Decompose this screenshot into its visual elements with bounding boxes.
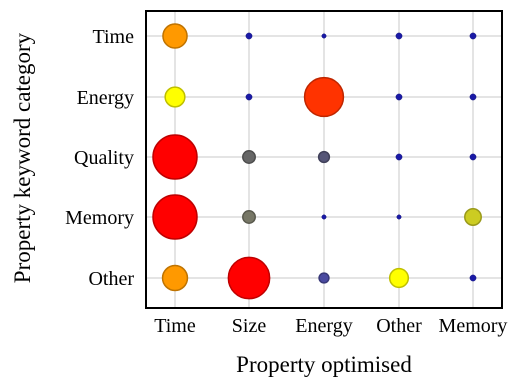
bubble-point	[245, 93, 253, 101]
x-tick-label: Energy	[295, 315, 352, 337]
x-axis-label: Property optimised	[236, 352, 412, 377]
bubble-point	[164, 86, 186, 108]
x-tick-label: Time	[154, 315, 196, 337]
bubble-point	[317, 150, 331, 164]
plot-frame	[145, 10, 503, 309]
y-axis-label: Property keyword category	[10, 32, 35, 283]
bubble-point	[303, 76, 345, 118]
bubble-point	[152, 194, 198, 240]
bubble-point	[162, 23, 188, 49]
bubble-point	[469, 153, 477, 161]
bubble-point	[395, 153, 403, 161]
bubble-point	[395, 32, 403, 40]
bubble-point	[469, 93, 477, 101]
bubble-point	[395, 93, 403, 101]
x-tick-label: Other	[376, 315, 422, 337]
y-tick-label: Time	[92, 26, 134, 48]
bubble-point	[464, 208, 482, 226]
bubble-point	[245, 32, 253, 40]
x-tick-labels: Time Size Energy Other Memory	[154, 315, 507, 337]
bubble-point	[321, 33, 327, 39]
y-tick-label: Quality	[74, 147, 134, 169]
bubble-point	[242, 210, 256, 224]
y-tick-label: Energy	[77, 87, 134, 109]
bubble-point	[469, 274, 477, 282]
x-tick-label: Size	[232, 315, 267, 337]
bubble-point	[321, 214, 327, 220]
bubble-point	[388, 267, 410, 289]
bubble-layer	[152, 23, 482, 300]
y-tick-labels: Time Energy Quality Memory Other	[65, 26, 134, 290]
bubble-point	[396, 214, 402, 220]
bubble-point	[242, 150, 256, 164]
bubble-point	[152, 134, 198, 180]
y-tick-label: Memory	[65, 207, 134, 229]
y-tick-label: Other	[88, 268, 134, 290]
bubble-point	[227, 256, 271, 300]
bubble-point	[318, 272, 330, 284]
x-tick-label: Memory	[439, 315, 508, 337]
bubble-point	[161, 264, 189, 292]
bubble-point	[469, 32, 477, 40]
